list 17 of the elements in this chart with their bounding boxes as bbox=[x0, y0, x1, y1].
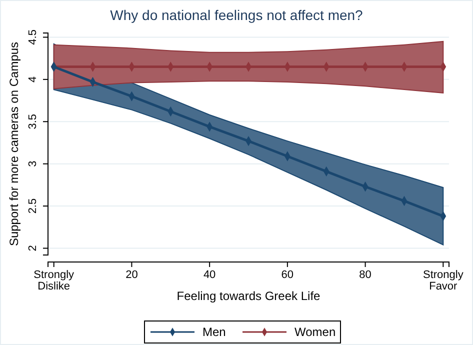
y-tick-label: 4.5 bbox=[27, 30, 39, 45]
legend-label: Men bbox=[202, 325, 226, 339]
y-tick-label: 3 bbox=[27, 160, 39, 167]
x-tick-label: Strongly Dislike bbox=[34, 268, 75, 292]
y-tick-label: 4 bbox=[27, 76, 39, 82]
y-tick-label: 2 bbox=[27, 245, 39, 252]
y-tick-label: 2.5 bbox=[27, 198, 39, 214]
x-tick-label: 60 bbox=[281, 268, 294, 281]
x-tick-label: 80 bbox=[359, 268, 372, 281]
x-tick-label: 20 bbox=[126, 268, 138, 281]
x-tick-label: Strongly Favor bbox=[422, 268, 464, 292]
y-tick-label: 3.5 bbox=[27, 114, 39, 130]
chart-title: Why do national feelings not affect men? bbox=[110, 7, 364, 23]
legend-label: Women bbox=[294, 325, 336, 339]
x-tick-label: 40 bbox=[203, 268, 216, 281]
x-axis-title: Feeling towards Greek Life bbox=[176, 289, 321, 303]
y-axis-title: Support for more cameras on Campus bbox=[7, 42, 21, 246]
